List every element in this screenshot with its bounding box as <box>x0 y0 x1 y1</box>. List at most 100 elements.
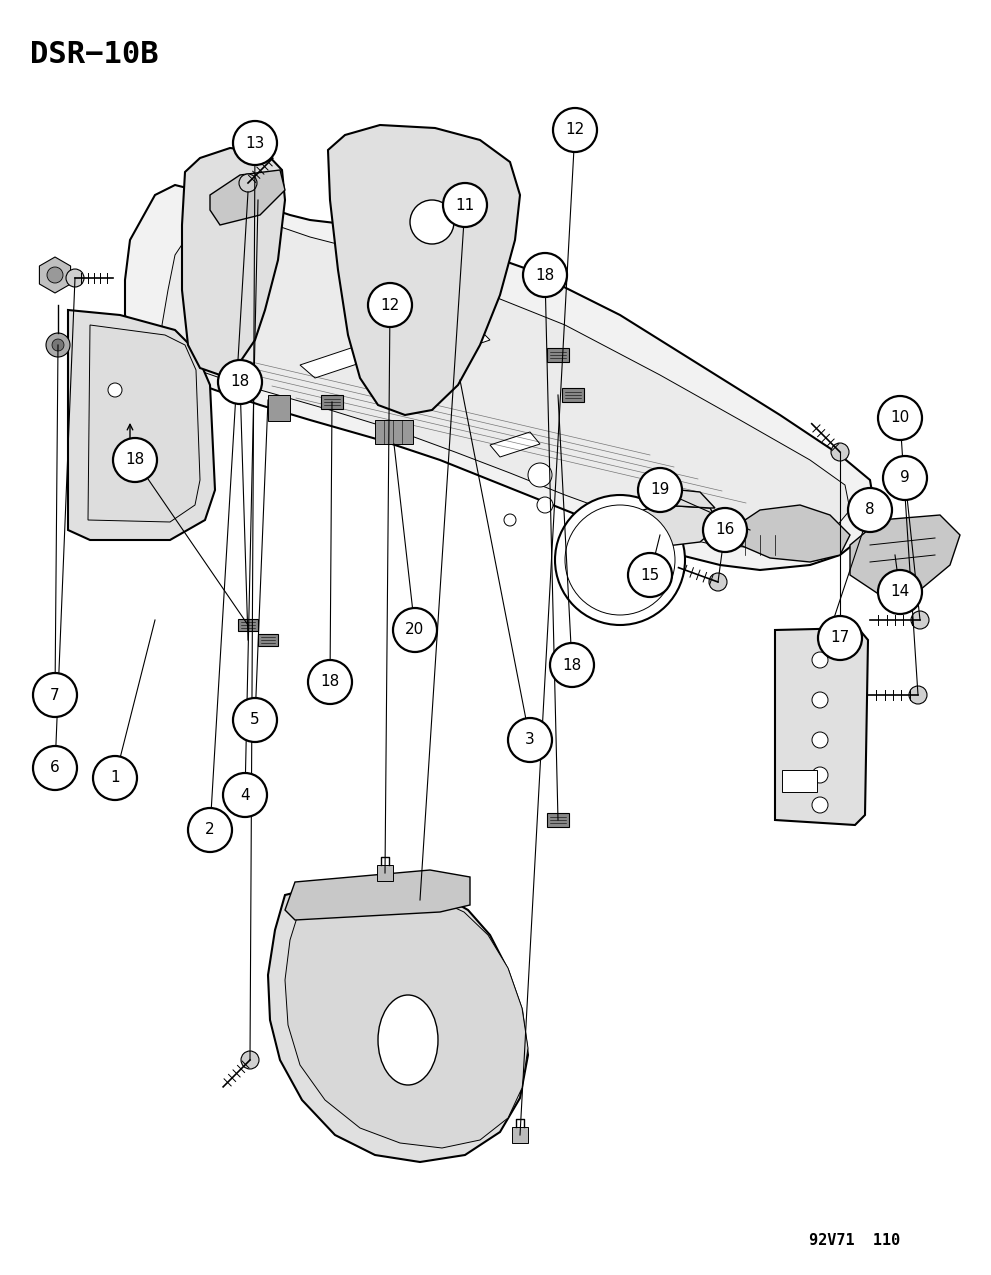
Polygon shape <box>268 885 528 1162</box>
Text: 6: 6 <box>51 760 59 775</box>
Text: DSR−10B: DSR−10B <box>30 40 159 69</box>
Polygon shape <box>730 505 850 562</box>
Bar <box>377 864 393 881</box>
Text: 20: 20 <box>405 622 424 638</box>
Text: 16: 16 <box>716 523 734 538</box>
Circle shape <box>553 108 597 152</box>
Circle shape <box>47 266 63 283</box>
Polygon shape <box>182 148 285 375</box>
Polygon shape <box>547 348 569 362</box>
Text: 92V71  110: 92V71 110 <box>810 1233 901 1248</box>
Text: 2: 2 <box>205 822 215 838</box>
Polygon shape <box>562 389 584 402</box>
Polygon shape <box>775 629 868 825</box>
Circle shape <box>233 121 277 164</box>
Circle shape <box>93 756 137 799</box>
Circle shape <box>878 570 922 615</box>
Circle shape <box>812 652 828 668</box>
Polygon shape <box>608 505 720 548</box>
Circle shape <box>638 468 682 513</box>
Polygon shape <box>660 490 715 507</box>
Circle shape <box>33 746 77 790</box>
Circle shape <box>443 184 487 227</box>
Circle shape <box>818 616 862 660</box>
Circle shape <box>812 732 828 748</box>
Polygon shape <box>490 432 540 456</box>
Circle shape <box>878 397 922 440</box>
Bar <box>782 770 817 792</box>
Text: 4: 4 <box>240 788 250 802</box>
Circle shape <box>46 333 70 357</box>
Text: 18: 18 <box>562 658 582 672</box>
Text: 12: 12 <box>381 297 399 312</box>
Text: 8: 8 <box>865 502 875 518</box>
Circle shape <box>911 611 929 629</box>
Circle shape <box>528 463 552 487</box>
Bar <box>268 395 290 421</box>
Circle shape <box>812 692 828 708</box>
Polygon shape <box>258 634 278 646</box>
Text: 12: 12 <box>566 122 585 138</box>
Text: 10: 10 <box>890 411 910 426</box>
Text: 3: 3 <box>525 733 535 747</box>
Circle shape <box>188 808 232 852</box>
Circle shape <box>218 360 262 404</box>
Polygon shape <box>40 258 70 293</box>
Text: 1: 1 <box>110 770 120 785</box>
Polygon shape <box>162 215 850 548</box>
Circle shape <box>831 442 849 462</box>
Circle shape <box>812 768 828 783</box>
Circle shape <box>410 200 454 244</box>
Polygon shape <box>88 325 200 521</box>
Circle shape <box>239 173 257 193</box>
Circle shape <box>241 1051 259 1068</box>
Text: 13: 13 <box>246 135 265 150</box>
Polygon shape <box>410 325 490 362</box>
Circle shape <box>504 514 516 527</box>
Bar <box>512 1127 528 1142</box>
Circle shape <box>393 608 437 652</box>
Circle shape <box>66 269 84 287</box>
Polygon shape <box>238 618 258 631</box>
Circle shape <box>550 643 594 687</box>
Circle shape <box>52 339 64 351</box>
Circle shape <box>537 497 553 513</box>
Text: 18: 18 <box>230 375 250 389</box>
Circle shape <box>628 553 672 597</box>
Circle shape <box>33 673 77 717</box>
Circle shape <box>883 456 927 500</box>
Polygon shape <box>850 515 960 595</box>
Bar <box>375 419 413 444</box>
Circle shape <box>523 252 567 297</box>
Circle shape <box>508 718 552 762</box>
Circle shape <box>812 797 828 813</box>
Polygon shape <box>547 813 569 826</box>
Circle shape <box>218 184 246 212</box>
Circle shape <box>703 507 747 552</box>
Text: 5: 5 <box>250 713 260 728</box>
Circle shape <box>308 660 352 704</box>
Polygon shape <box>328 125 520 414</box>
Polygon shape <box>321 395 343 408</box>
Circle shape <box>113 439 157 482</box>
Text: 11: 11 <box>456 198 475 213</box>
Polygon shape <box>285 870 470 921</box>
Text: 14: 14 <box>890 584 910 599</box>
Text: 15: 15 <box>640 567 660 583</box>
Text: 18: 18 <box>320 674 340 690</box>
Text: 19: 19 <box>650 482 670 497</box>
Polygon shape <box>285 892 528 1148</box>
Circle shape <box>565 505 675 615</box>
Circle shape <box>368 283 412 326</box>
Polygon shape <box>210 170 285 224</box>
Polygon shape <box>68 310 215 541</box>
Polygon shape <box>300 346 375 377</box>
Polygon shape <box>125 185 875 570</box>
Text: 9: 9 <box>900 470 910 486</box>
Ellipse shape <box>378 994 438 1085</box>
Text: 18: 18 <box>126 453 145 468</box>
Circle shape <box>909 686 927 704</box>
Circle shape <box>223 773 267 817</box>
Text: 7: 7 <box>51 687 59 703</box>
Circle shape <box>108 382 122 397</box>
